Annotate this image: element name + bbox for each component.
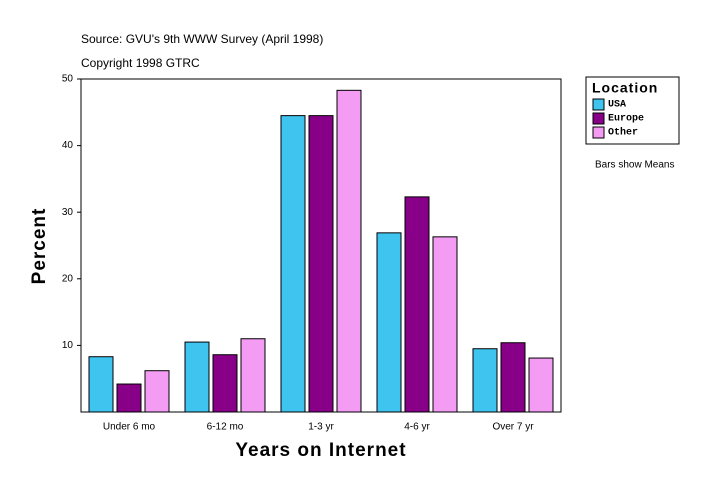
- bar: [240, 338, 266, 413]
- bar: [308, 115, 334, 413]
- bar: [432, 236, 458, 413]
- note: Bars show Means: [595, 160, 674, 171]
- y-tick-label: 30: [62, 207, 74, 218]
- bar: [212, 354, 238, 413]
- bar: [472, 348, 498, 413]
- bar: [184, 341, 210, 413]
- chart-title: Source: GVU's 9th WWW Survey (April 1998…: [81, 32, 323, 46]
- y-tick-label: 40: [62, 140, 74, 151]
- y-tick-label: 20: [62, 273, 74, 284]
- bar: [500, 342, 526, 413]
- legend-label: USA: [608, 100, 626, 111]
- bar: [280, 115, 306, 413]
- bar: [144, 370, 170, 413]
- bar: [116, 383, 142, 413]
- x-tick-label: Over 7 yr: [492, 422, 534, 433]
- legend-swatch: [592, 126, 605, 139]
- bar: [528, 357, 554, 413]
- bar: [88, 356, 114, 413]
- x-tick-label: 1-3 yr: [308, 422, 334, 433]
- y-axis-title: Percent: [29, 208, 50, 285]
- x-axis-title: Years on Internet: [235, 440, 406, 461]
- y-tick-label: 10: [62, 340, 74, 351]
- y-tick-label: 50: [62, 74, 74, 85]
- legend-label: Europe: [608, 114, 644, 125]
- x-tick-label: 6-12 mo: [207, 422, 244, 433]
- x-tick-label: 4-6 yr: [404, 422, 430, 433]
- legend-swatch: [592, 98, 605, 111]
- legend-label: Other: [608, 127, 638, 139]
- bar: [404, 196, 430, 413]
- chart-subtitle: Copyright 1998 GTRC: [81, 56, 200, 70]
- bar: [336, 89, 362, 413]
- bar: [376, 232, 402, 413]
- x-tick-label: Under 6 mo: [103, 422, 156, 433]
- legend-title: Location: [592, 80, 658, 96]
- legend-swatch: [592, 112, 605, 125]
